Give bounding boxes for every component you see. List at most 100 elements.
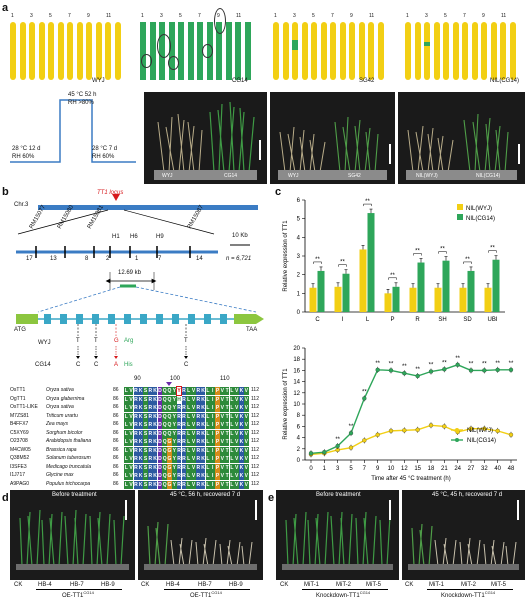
data-point: [348, 445, 354, 450]
utr-5: [16, 314, 38, 324]
x-tick-label: 24: [454, 466, 461, 472]
residue: V: [234, 429, 239, 438]
residue: K: [200, 404, 206, 412]
taa-label: TAA: [246, 327, 258, 333]
residue: L: [186, 429, 191, 438]
residue: V: [191, 429, 196, 438]
residue: V: [220, 412, 225, 421]
residue: L: [124, 455, 129, 463]
y-tick-label: 0: [297, 458, 301, 464]
alignment-row: OsTT1-LIKE Oryza sativa 86 L V R K S R K D Q Q Y R R L V R…: [10, 404, 265, 412]
residue: V: [234, 446, 239, 455]
residue: R: [176, 480, 182, 489]
snp-cg14-2: C: [94, 362, 99, 368]
residue: K: [200, 429, 206, 438]
residue: L: [205, 446, 211, 455]
residue: V: [128, 429, 134, 438]
alignment-row: OsTT1 Oryza sativa 86 L V R K S R K D Q Q Y Y R L V R K L I P V…: [10, 386, 265, 396]
residue: D: [157, 480, 163, 489]
residue: L: [205, 463, 211, 472]
residue: D: [157, 404, 163, 412]
protocol-post: 28 °C 7 d: [92, 146, 118, 152]
seq-end: 112: [251, 429, 259, 436]
residue: L: [205, 421, 211, 429]
residue: S: [143, 463, 148, 472]
x-tick-label: 18: [428, 466, 435, 472]
bar-L-0: [359, 249, 367, 312]
residue: G: [167, 480, 172, 489]
seq-end: 112: [251, 463, 259, 470]
residue: V: [128, 421, 134, 429]
residue: K: [152, 472, 158, 480]
residue: V: [220, 421, 225, 429]
residue: D: [157, 455, 163, 463]
residue: S: [143, 472, 148, 480]
data-point: [415, 427, 420, 432]
residue: V: [191, 463, 196, 472]
residue: L: [124, 404, 129, 412]
residue: L: [186, 480, 191, 489]
cg14-row-label: CG14: [35, 362, 51, 368]
y-tick-label: 6: [297, 424, 301, 430]
x-tick-label: 5: [349, 466, 353, 472]
residue: L: [186, 404, 191, 412]
residue: R: [181, 463, 187, 472]
residue: R: [196, 463, 201, 472]
residue: P: [215, 429, 220, 438]
y-tick-label: 4: [297, 436, 301, 442]
residue: V: [128, 412, 134, 421]
residue: T: [224, 421, 230, 429]
residue: V: [244, 412, 249, 421]
seq-end: 112: [251, 472, 259, 478]
e-after-title: 45 °C, 45 h, recovered 7 d: [432, 492, 503, 498]
chromosome-1: [405, 22, 411, 80]
data-point: [322, 450, 327, 455]
series-line-0: [310, 424, 512, 456]
residue: Y: [175, 386, 183, 396]
residue: V: [220, 446, 225, 455]
introgression-segment: [235, 22, 241, 80]
pos-110: 110: [220, 376, 230, 382]
recomb-5: 1: [135, 256, 139, 262]
residue: R: [176, 421, 182, 429]
residue: K: [152, 455, 158, 463]
residue: Y: [172, 455, 177, 463]
highlight-oval: [202, 44, 213, 58]
significance-mark: **: [375, 361, 380, 367]
marker-h1: H1: [112, 234, 120, 240]
residue: R: [148, 404, 153, 412]
residue: K: [138, 438, 143, 446]
data-point: [362, 396, 367, 401]
introgression-segment: [216, 22, 222, 80]
residue: V: [244, 387, 249, 395]
highlight-oval: [157, 34, 171, 58]
residue: L: [205, 472, 211, 480]
residue: R: [133, 395, 139, 404]
residue: D: [157, 463, 163, 472]
residue: K: [239, 480, 244, 489]
data-point: [495, 367, 500, 372]
expression-bar-chart: 0 1 2 3 4 5 6 Relative expression of TT1 ** C ** I *…: [283, 198, 505, 323]
seq-species: Triticum urartu: [46, 412, 78, 419]
residue: D: [157, 446, 163, 455]
residue: K: [152, 421, 158, 429]
residue: L: [229, 404, 235, 412]
chrom-number: 9: [482, 13, 485, 19]
residue: I: [210, 463, 215, 472]
residue: V: [244, 429, 249, 438]
residue: P: [215, 404, 220, 412]
residue: G: [167, 455, 172, 463]
residue: D: [157, 395, 163, 404]
d-after-hb9: HB-9: [229, 582, 243, 588]
residue: Y: [172, 472, 177, 480]
genotype-label-cg14: CG14: [232, 78, 248, 84]
residue: G: [167, 463, 172, 472]
residue: L: [186, 463, 191, 472]
sig-bracket: [438, 251, 447, 254]
residue: K: [152, 438, 158, 446]
d-group-line-2: [164, 589, 250, 590]
d-before-hb7: HB-7: [70, 582, 84, 588]
chrom-number: 11: [236, 13, 242, 19]
residue: K: [239, 404, 244, 412]
residue: K: [200, 421, 206, 429]
